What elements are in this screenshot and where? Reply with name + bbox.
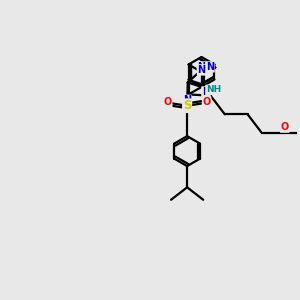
Text: N: N — [183, 95, 191, 105]
Text: O: O — [202, 97, 211, 107]
Text: N: N — [206, 62, 214, 72]
Text: O: O — [280, 122, 289, 132]
Text: N: N — [197, 62, 206, 72]
Text: N: N — [197, 65, 206, 75]
Text: N: N — [202, 87, 210, 97]
Text: NH: NH — [206, 85, 221, 94]
Text: O: O — [164, 97, 172, 107]
Text: S: S — [183, 99, 191, 112]
